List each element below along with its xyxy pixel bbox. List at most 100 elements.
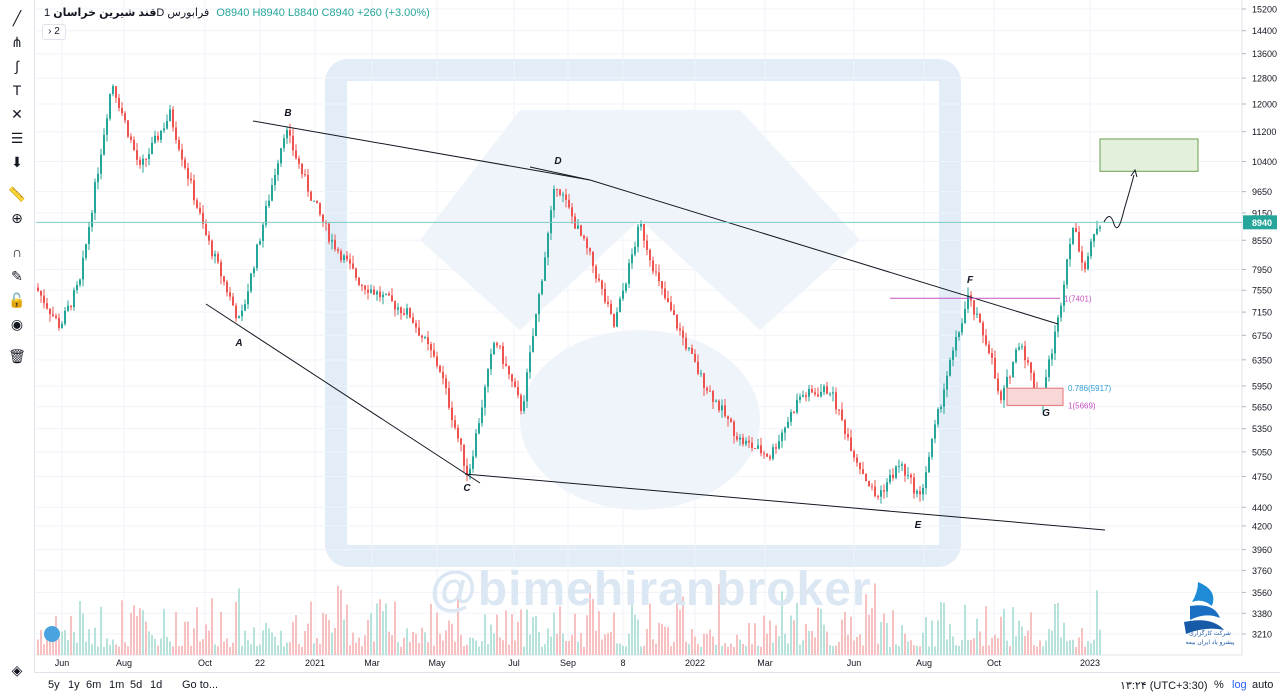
candle-body xyxy=(448,388,450,408)
volume-bar xyxy=(961,640,963,655)
volume-bar xyxy=(895,644,897,655)
time-tick-label: 2022 xyxy=(685,658,705,668)
volume-bar xyxy=(838,641,840,655)
volume-bar xyxy=(391,635,393,655)
volume-bar xyxy=(481,641,483,655)
volume-bar xyxy=(397,642,399,655)
candle-body xyxy=(142,158,144,165)
trend-line xyxy=(529,166,591,181)
volume-bar xyxy=(781,591,783,655)
volume-bar xyxy=(883,613,885,655)
candle-body xyxy=(754,447,756,449)
candle-body xyxy=(1075,227,1077,232)
auto-toggle[interactable]: auto xyxy=(1252,679,1274,691)
volume-bar xyxy=(1015,636,1017,655)
volume-bar xyxy=(76,642,78,655)
volume-bar xyxy=(295,615,297,655)
candle-body xyxy=(175,127,177,140)
volume-bar xyxy=(511,614,513,655)
text-icon[interactable]: T xyxy=(12,82,22,98)
pitchfork-icon[interactable]: ⋔ xyxy=(11,33,23,50)
candle-body xyxy=(469,468,471,476)
candle-body xyxy=(46,303,48,309)
candle-body xyxy=(358,277,360,285)
pencil-lock-icon[interactable]: ✎ xyxy=(11,267,23,284)
candle-body xyxy=(463,444,465,466)
candle-body xyxy=(79,279,81,285)
tf-6m[interactable]: 6m xyxy=(86,679,102,691)
candle-body xyxy=(712,390,714,402)
candle-body xyxy=(97,173,99,183)
volume-bar xyxy=(508,644,510,655)
candle-body xyxy=(256,244,258,269)
volume-bar xyxy=(61,631,63,655)
volume-bar xyxy=(934,646,936,655)
volume-bar xyxy=(283,646,285,655)
candle-body xyxy=(748,440,750,443)
zoom-icon[interactable]: ⊕ xyxy=(11,209,23,226)
candle-body xyxy=(844,419,846,435)
price-tick-label: 8550 xyxy=(1252,236,1272,246)
arrow-down-icon[interactable]: ⬇ xyxy=(11,153,23,170)
forecast-icon[interactable]: ☰ xyxy=(10,129,24,146)
candle-body xyxy=(598,278,600,281)
candle-body xyxy=(634,246,636,255)
price-tick-label: 6750 xyxy=(1252,331,1272,341)
volume-bar xyxy=(484,614,486,655)
candle-body xyxy=(778,441,780,449)
tf-1d[interactable]: 1d xyxy=(150,679,163,691)
candle-body xyxy=(157,135,159,140)
lock-icon[interactable]: 🔓 xyxy=(8,291,26,308)
candle-body xyxy=(1096,228,1098,235)
trash-icon[interactable]: 🗑 xyxy=(8,347,26,364)
volume-bar xyxy=(541,646,543,655)
candle-body xyxy=(790,412,792,422)
layers-icon[interactable]: ◈ xyxy=(11,661,23,678)
price-tick-label: 3960 xyxy=(1252,545,1272,555)
pattern-label-c: C xyxy=(463,483,471,494)
legend-interval[interactable]: 1D xyxy=(44,7,165,19)
tf-5y[interactable]: 5y xyxy=(48,679,60,691)
candle-body xyxy=(478,423,480,434)
volume-bars xyxy=(37,583,1101,655)
volume-bar xyxy=(220,611,222,655)
log-toggle[interactable]: log xyxy=(1232,679,1247,691)
volume-bar xyxy=(43,644,45,655)
candle-body xyxy=(514,381,516,388)
price-tick-label: 4200 xyxy=(1252,521,1272,531)
magnet-icon[interactable]: ∩ xyxy=(11,244,23,260)
candle-body xyxy=(415,323,417,328)
legend-symbol[interactable]: قند شیرین خراسان xyxy=(53,7,157,19)
candle-body xyxy=(226,281,228,293)
pattern-icon[interactable]: ✕ xyxy=(11,105,23,122)
goto-button[interactable]: Go to... xyxy=(182,679,219,691)
volume-bar xyxy=(313,643,315,655)
candle-body xyxy=(802,395,804,397)
candle-body xyxy=(259,240,261,245)
candle-body xyxy=(388,293,390,296)
volume-bar xyxy=(1096,590,1098,655)
volume-bar xyxy=(547,628,549,655)
volume-bar xyxy=(499,637,501,655)
candle-body xyxy=(583,235,585,239)
candle-body xyxy=(889,475,891,483)
tf-1m[interactable]: 1m xyxy=(109,679,125,691)
candle-body xyxy=(523,401,525,411)
candle-body xyxy=(1090,241,1092,257)
tf-1y[interactable]: 1y xyxy=(68,679,80,691)
tf-5d[interactable]: 5d xyxy=(130,679,143,691)
collapse-indicators-button[interactable]: › 2 xyxy=(42,24,66,40)
volume-bar xyxy=(535,615,537,655)
price-tick-label: 9650 xyxy=(1252,187,1272,197)
candle-body xyxy=(994,357,996,379)
eye-icon[interactable]: ◉ xyxy=(10,315,24,332)
candle-body xyxy=(1057,317,1059,332)
percent-toggle[interactable]: % xyxy=(1214,679,1224,691)
volume-bar xyxy=(184,621,186,655)
trend-line-icon[interactable]: ╱ xyxy=(12,9,22,26)
candle-body xyxy=(505,363,507,366)
ruler-icon[interactable]: 📏 xyxy=(8,185,26,202)
brush-icon[interactable]: ∫ xyxy=(15,58,19,74)
volume-bar xyxy=(544,644,546,655)
